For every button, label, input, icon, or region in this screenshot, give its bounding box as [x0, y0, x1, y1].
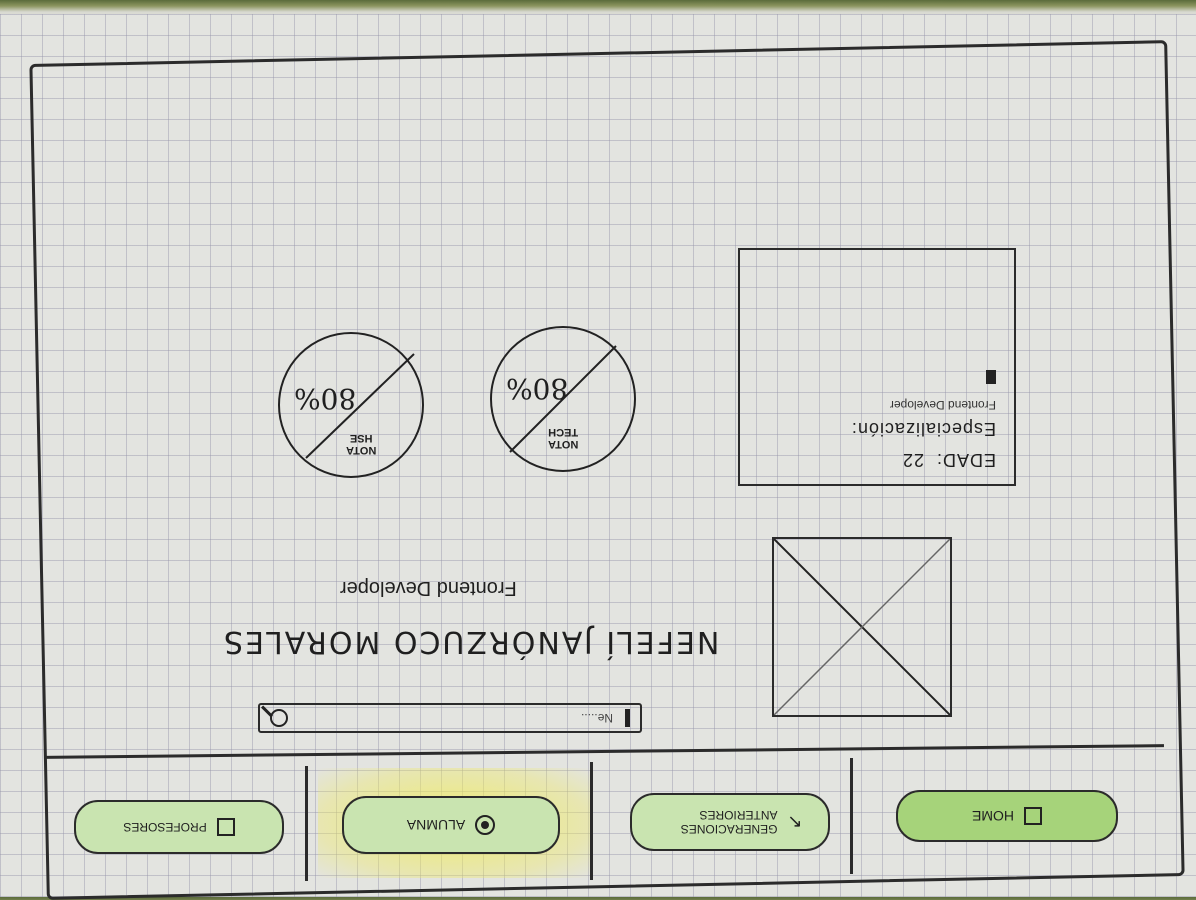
- tab-divider: [305, 766, 308, 881]
- tab-home[interactable]: HOME: [896, 790, 1118, 842]
- score-hse-percent: 80%: [294, 382, 357, 415]
- score-tech-label-bottom: TECH: [548, 426, 579, 438]
- specialization-value: Frontend Developer: [889, 398, 996, 412]
- x-box-icon: [216, 818, 235, 836]
- score-hse-label-bottom: HSE: [349, 432, 373, 444]
- text-cursor: [986, 370, 996, 384]
- score-tech-gauge: NOTA TECH 80%: [488, 324, 638, 474]
- tab-profesores[interactable]: PROFESORES: [74, 800, 284, 854]
- score-tech-circle: [490, 326, 636, 472]
- bag-icon: [1024, 807, 1042, 825]
- age-label: EDAD:: [935, 450, 996, 470]
- score-hse-circle: [278, 332, 424, 478]
- tab-alumna-label: ALUMNA: [406, 817, 466, 833]
- tab-generaciones-anteriores[interactable]: ↖ GENERACIONES ANTERIORES: [630, 793, 830, 851]
- age-value: 22: [901, 450, 924, 470]
- tab-divider: [850, 758, 853, 874]
- score-hse-gauge: NOTA HSE 80%: [276, 330, 426, 480]
- specialization-label: Especialización:: [850, 419, 996, 439]
- avatar-placeholder: [772, 537, 952, 717]
- score-hse-label-top: NOTA: [346, 444, 377, 456]
- tab-divider: [590, 762, 593, 880]
- tab-alumna[interactable]: ALUMNA: [342, 796, 560, 854]
- tab-profesores-label: PROFESORES: [123, 820, 207, 834]
- student-role: Frontend Developer: [340, 577, 517, 599]
- back-arrow-icon: ↖: [787, 812, 803, 833]
- score-tech-label-top: NOTA: [548, 438, 579, 450]
- tab-home-label: HOME: [972, 808, 1014, 824]
- radio-icon: [475, 815, 496, 835]
- score-tech-percent: 80%: [506, 372, 569, 405]
- tab-generaciones-label: GENERACIONES ANTERIORES: [680, 808, 778, 836]
- search-bar[interactable]: Ne.....: [258, 703, 642, 733]
- search-input[interactable]: Ne.....: [580, 711, 613, 725]
- student-name: NEFELÍ JANÓRZUCO MORALES: [222, 624, 720, 659]
- age-row: EDAD: 22: [758, 449, 996, 470]
- search-icon[interactable]: [270, 709, 288, 727]
- image-placeholder-icon: [774, 539, 950, 715]
- student-info-card: EDAD: 22 Especialización: Frontend Devel…: [738, 248, 1016, 486]
- text-cursor: [625, 709, 630, 727]
- grid-paper: [0, 14, 1196, 897]
